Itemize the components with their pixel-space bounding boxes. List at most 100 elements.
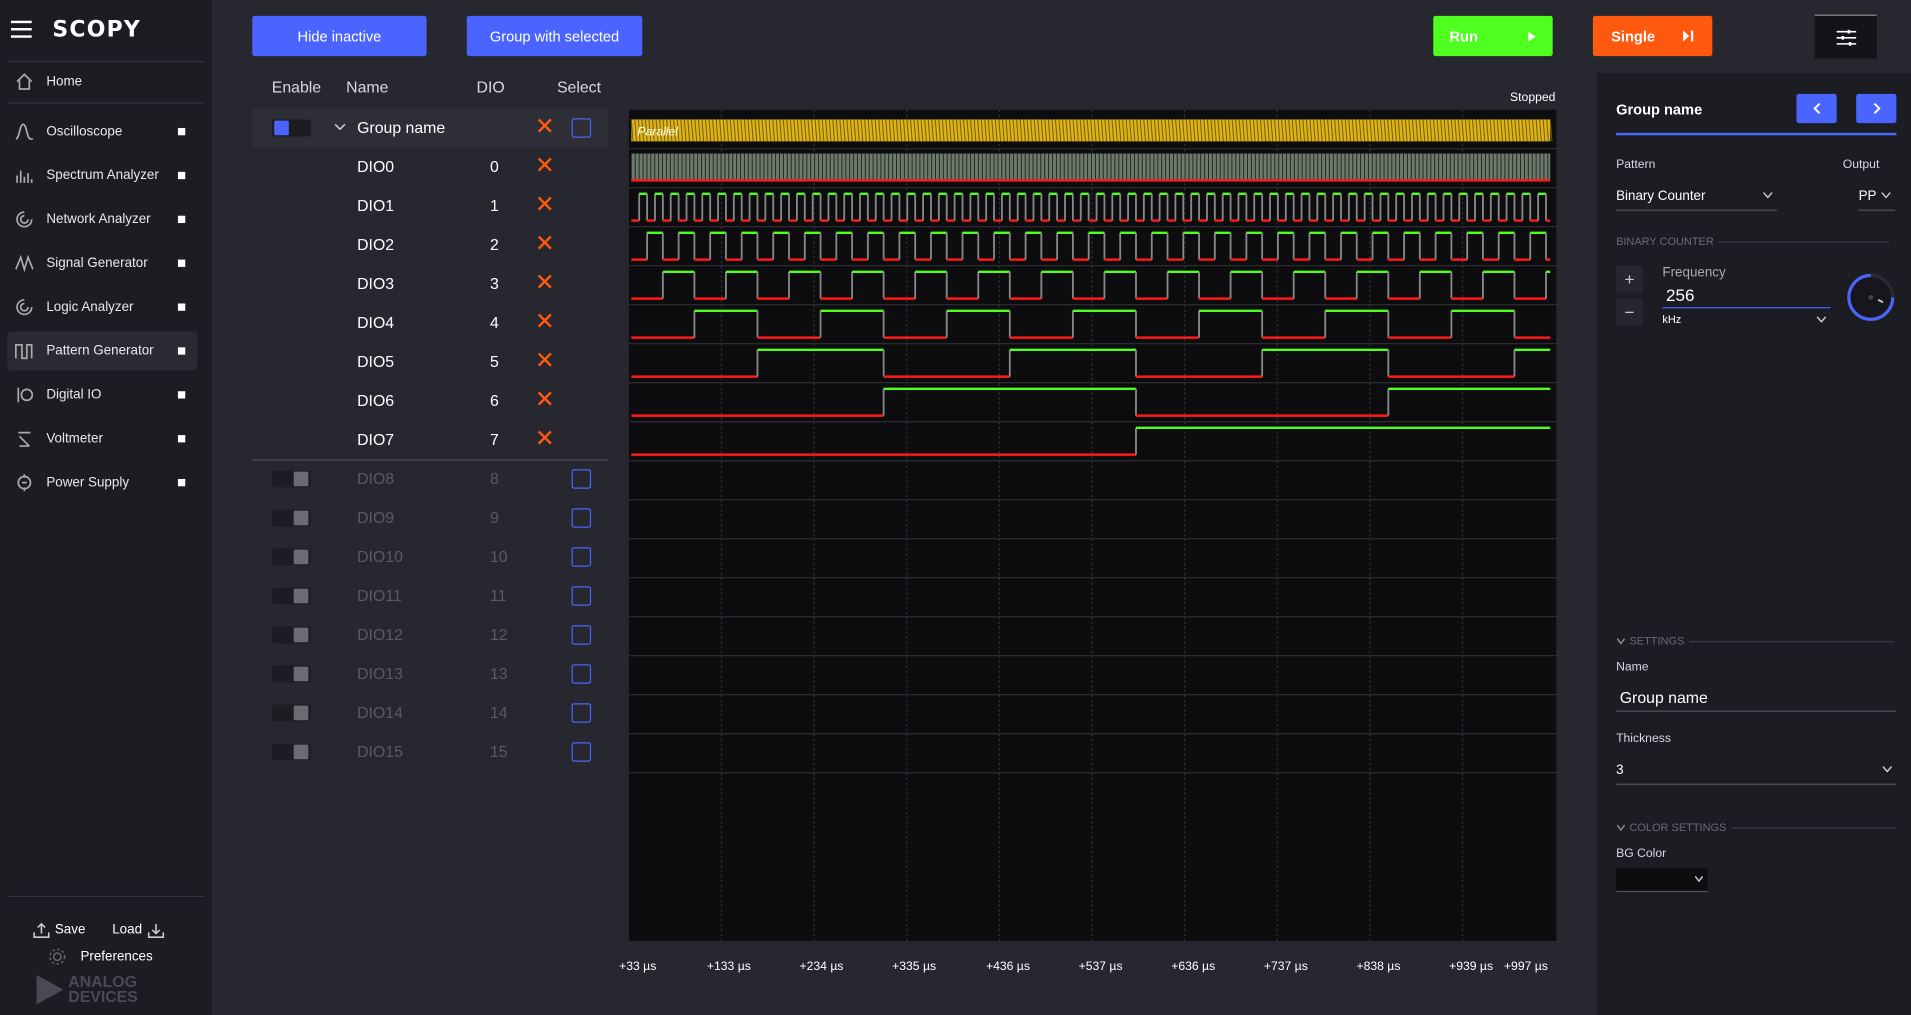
chevron-down-icon[interactable] [1616, 637, 1626, 645]
channel-row-inactive[interactable]: DIO14 14 [252, 693, 608, 732]
frequency-increment-button[interactable]: + [1616, 265, 1643, 293]
enable-toggle[interactable] [271, 587, 311, 605]
name-input[interactable]: Group name [1616, 689, 1897, 712]
sidebar-item-network-analyzer[interactable]: Network Analyzer [7, 200, 197, 239]
app-logo: SCOPY [52, 17, 142, 43]
chevron-down-icon[interactable] [333, 119, 348, 134]
next-channel-button[interactable] [1856, 93, 1897, 124]
menu-icon[interactable] [10, 20, 32, 38]
enable-toggle[interactable] [271, 119, 311, 137]
sidebar-item-signal-generator[interactable]: Signal Generator [7, 244, 197, 283]
frequency-decrement-button[interactable]: − [1616, 298, 1643, 326]
enable-toggle[interactable] [271, 743, 311, 761]
select-checkbox[interactable] [571, 742, 592, 762]
bus-transition [885, 119, 888, 142]
select-checkbox[interactable] [571, 625, 592, 645]
select-checkbox[interactable] [571, 547, 592, 567]
bus-transition [938, 119, 941, 142]
sidebar-item-home[interactable]: Home [7, 62, 197, 101]
x-tick-label: +436 µs [985, 960, 1030, 974]
channel-row-inactive[interactable]: DIO9 9 [252, 498, 608, 537]
group-row[interactable]: Group name [252, 108, 609, 148]
remove-icon[interactable] [535, 350, 555, 370]
enable-toggle[interactable] [271, 665, 311, 683]
bus-transition [1235, 119, 1238, 142]
single-button[interactable]: Single [1592, 15, 1713, 57]
enable-toggle[interactable] [271, 509, 311, 527]
bus-transition [669, 119, 673, 142]
enable-toggle[interactable] [271, 704, 311, 722]
bus-transition [1479, 119, 1482, 142]
status-indicator [177, 259, 186, 267]
enable-toggle[interactable] [271, 626, 311, 644]
remove-icon[interactable] [535, 194, 555, 214]
channel-row[interactable]: DIO7 7 [252, 420, 608, 459]
sidebar-item-power-supply[interactable]: Power Supply [7, 463, 197, 502]
select-checkbox[interactable] [571, 703, 592, 723]
prev-channel-button[interactable] [1796, 93, 1837, 124]
bus-transition [782, 119, 786, 142]
channel-name: DIO15 [357, 742, 403, 761]
bg-color-picker[interactable] [1616, 867, 1708, 893]
channel-row-inactive[interactable]: DIO12 12 [252, 615, 608, 654]
enable-toggle[interactable] [271, 548, 311, 566]
select-checkbox[interactable] [571, 118, 592, 138]
bus-transition [779, 119, 782, 142]
channel-row[interactable]: DIO1 1 [252, 186, 608, 225]
sidebar-item-spectrum-analyzer[interactable]: Spectrum Analyzer [7, 156, 197, 195]
remove-icon[interactable] [535, 389, 555, 409]
bus-transition [980, 119, 984, 142]
select-checkbox[interactable] [571, 508, 592, 528]
remove-icon[interactable] [535, 116, 555, 136]
bus-transition [1510, 119, 1514, 142]
bus-transition [1489, 119, 1493, 142]
select-checkbox[interactable] [571, 469, 592, 489]
chevron-down-icon[interactable] [1616, 824, 1626, 832]
sidebar-item-pattern-generator[interactable]: Pattern Generator [7, 331, 198, 371]
sidebar-item-oscilloscope[interactable]: Oscilloscope [7, 112, 197, 151]
remove-icon[interactable] [535, 272, 555, 292]
output-select[interactable]: PP [1858, 189, 1896, 211]
frequency-knob[interactable] [1845, 272, 1896, 323]
enable-toggle[interactable] [271, 470, 311, 488]
frequency-input[interactable]: 256 [1662, 285, 1831, 309]
channel-row[interactable]: DIO6 6 [252, 381, 608, 420]
sidebar-item-digital-io[interactable]: Digital IO [7, 375, 197, 414]
chevron-down-icon [1882, 766, 1893, 773]
pattern-select[interactable]: Binary Counter [1616, 189, 1777, 211]
channel-row[interactable]: DIO3 3 [252, 264, 608, 303]
channel-row-inactive[interactable]: DIO8 8 [252, 459, 608, 498]
select-checkbox[interactable] [571, 664, 592, 684]
sidebar-item-label: Network Analyzer [46, 212, 151, 227]
status-indicator [177, 215, 186, 224]
channel-row[interactable]: DIO5 5 [252, 342, 608, 381]
channel-row-inactive[interactable]: DIO11 11 [252, 576, 608, 615]
bus-transition [1440, 119, 1443, 142]
hide-inactive-button[interactable]: Hide inactive [252, 15, 427, 57]
remove-icon[interactable] [535, 311, 555, 331]
run-button[interactable]: Run [1433, 15, 1553, 57]
channel-row-inactive[interactable]: DIO15 15 [252, 732, 608, 771]
channel-row-inactive[interactable]: DIO10 10 [252, 537, 608, 576]
bus-transition [1450, 119, 1454, 142]
sidebar-item-voltmeter[interactable]: Voltmeter [7, 419, 197, 458]
save-button[interactable]: Save [33, 921, 85, 939]
frequency-unit-select[interactable]: kHz [1662, 313, 1830, 331]
select-checkbox[interactable] [571, 586, 592, 606]
bus-transition [1369, 119, 1373, 142]
thickness-select[interactable]: 3 [1616, 763, 1897, 785]
bus-transition [697, 119, 701, 142]
remove-icon[interactable] [535, 155, 555, 175]
channel-row[interactable]: DIO2 2 [252, 225, 608, 264]
preferences-button[interactable]: Preferences [49, 948, 164, 965]
channel-row[interactable]: DIO0 0 [252, 147, 608, 186]
channel-row-inactive[interactable]: DIO13 13 [252, 654, 608, 693]
group-with-selected-button[interactable]: Group with selected [466, 15, 643, 57]
remove-icon[interactable] [535, 233, 555, 253]
sidebar-item-logic-analyzer[interactable]: Logic Analyzer [7, 288, 197, 327]
settings-toggle-button[interactable] [1814, 14, 1877, 59]
load-button[interactable]: Load [112, 921, 164, 939]
remove-icon[interactable] [535, 428, 555, 448]
channel-row[interactable]: DIO4 4 [252, 303, 608, 342]
pattern-generator-icon [12, 339, 36, 363]
